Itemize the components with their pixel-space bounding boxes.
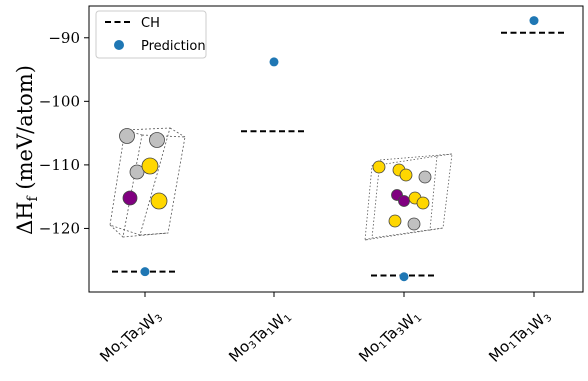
x-tick-label: Mo1Ta3W1 (355, 302, 424, 371)
atom-ta (388, 214, 402, 228)
atom-ta (141, 157, 159, 175)
atom-w (407, 217, 421, 231)
atom-ta (416, 196, 430, 210)
prediction-point (399, 272, 409, 282)
y-tick-label: −120 (39, 219, 80, 237)
atom-ta (372, 160, 386, 174)
legend-prediction-label: Prediction (141, 39, 206, 54)
unit-cell-1 (109, 127, 186, 238)
atom-ta (150, 192, 168, 210)
x-tick-label: Mo1Ta1W3 (485, 302, 554, 371)
prediction-point (269, 57, 279, 67)
atom-mo (398, 195, 410, 207)
prediction-point (140, 267, 150, 277)
x-tick-label: Mo1Ta2W3 (96, 302, 165, 371)
structure-inset-2 (364, 153, 453, 241)
y-tick-label: −90 (48, 29, 80, 47)
structure-inset-1 (109, 127, 186, 238)
x-tick-label: Mo3Ta1W1 (225, 302, 294, 371)
atom-w (149, 132, 165, 148)
legend: CH Prediction (95, 10, 207, 59)
plot-layer: −90 −100 −110 −120 Mo1Ta2W3 Mo3Ta1W1 Mo1Ta3W1 M… (39, 5, 584, 371)
atom-mo (122, 190, 138, 206)
plot-frame (88, 5, 584, 293)
atom-ta (399, 168, 413, 182)
legend-prediction-swatch (114, 40, 124, 50)
y-axis-label: ΔHf (meV/atom) (13, 65, 41, 235)
y-tick-label: −110 (39, 156, 80, 174)
atom-w (418, 170, 432, 184)
atom-w (119, 128, 135, 144)
y-tick-label: −100 (39, 92, 80, 110)
legend-ch-label: CH (141, 16, 160, 31)
prediction-point (529, 16, 539, 26)
atom-w (129, 164, 145, 180)
